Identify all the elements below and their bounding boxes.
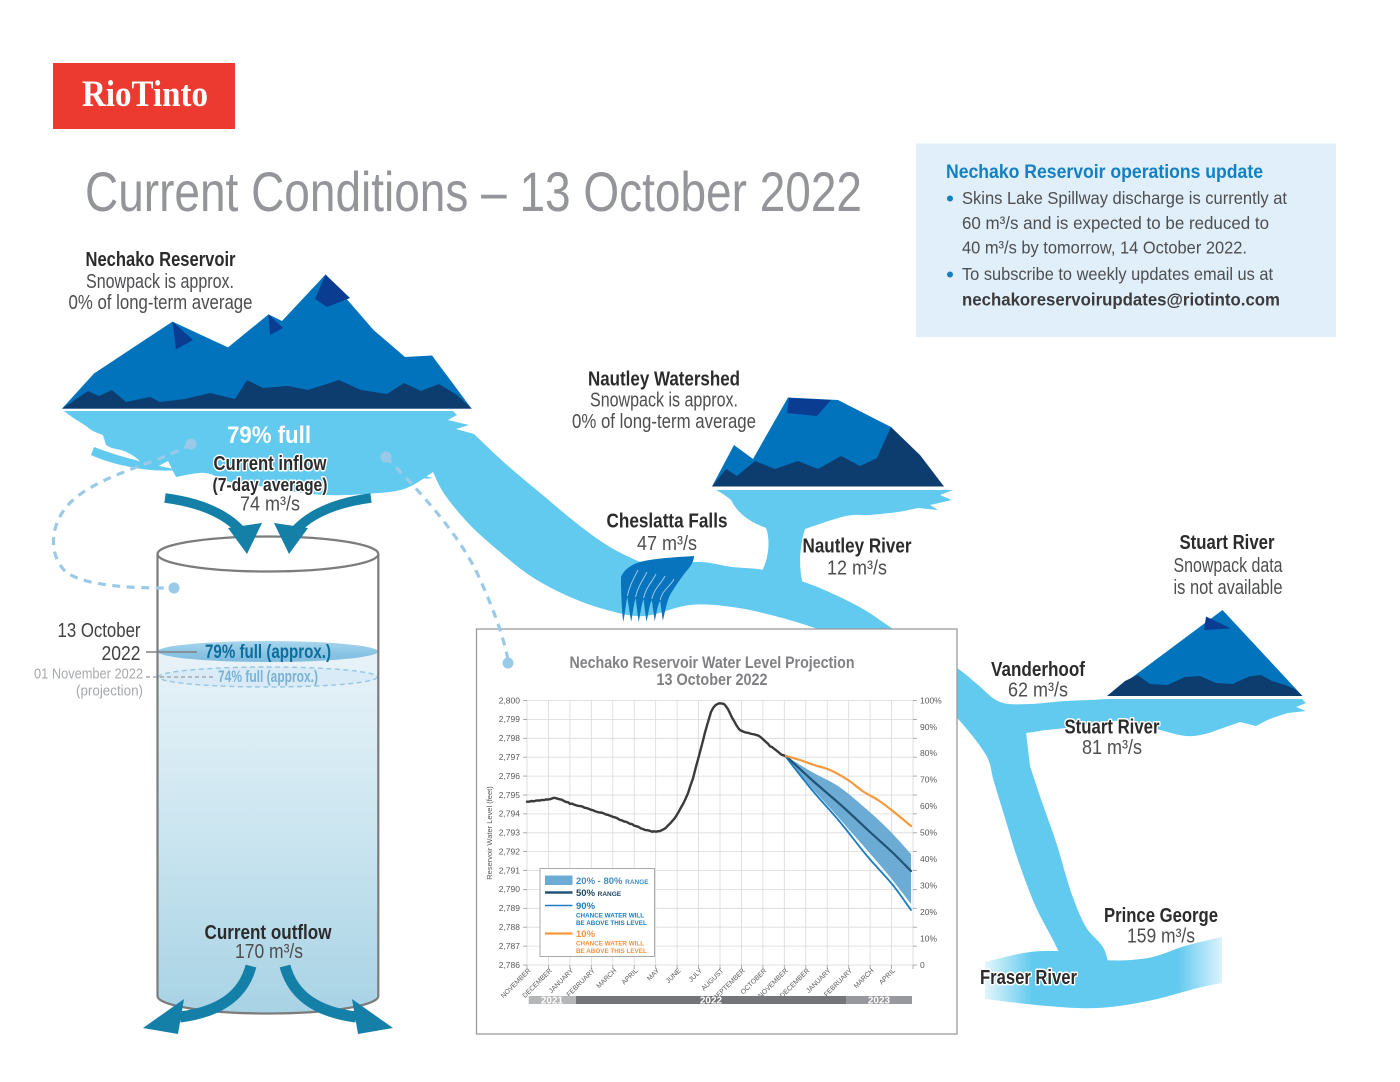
svg-text:2,793: 2,793 — [499, 828, 521, 838]
svg-text:Snowpack is approx.: Snowpack is approx. — [86, 271, 234, 293]
svg-text:40%: 40% — [920, 854, 937, 864]
svg-text:Nautley Watershed: Nautley Watershed — [588, 368, 740, 390]
svg-text:2,800: 2,800 — [499, 695, 521, 705]
svg-text:2,786: 2,786 — [499, 960, 521, 970]
svg-text:Nechako Reservoir Water Level: Nechako Reservoir Water Level Projection — [570, 654, 855, 672]
svg-text:13 October 2022: 13 October 2022 — [657, 671, 768, 689]
svg-text:60 m³/s and is expected to be: 60 m³/s and is expected to be reduced to — [962, 213, 1269, 233]
svg-text:0: 0 — [920, 960, 925, 970]
svg-text:2,796: 2,796 — [499, 771, 521, 781]
svg-text:CHANCE WATER WILL: CHANCE WATER WILL — [576, 941, 644, 948]
svg-text:Nechako Reservoir operations u: Nechako Reservoir operations update — [946, 162, 1263, 183]
svg-text:2023: 2023 — [868, 996, 891, 1007]
svg-text:2,795: 2,795 — [499, 790, 521, 800]
svg-text:159 m³/s: 159 m³/s — [1127, 925, 1195, 947]
svg-text:2,792: 2,792 — [499, 846, 521, 856]
svg-text:2022: 2022 — [700, 996, 723, 1007]
svg-text:2021: 2021 — [541, 996, 564, 1007]
svg-text:Skins Lake Spillway discharge: Skins Lake Spillway discharge is current… — [962, 188, 1287, 208]
svg-text:62 m³/s: 62 m³/s — [1008, 679, 1068, 701]
svg-text:Stuart River: Stuart River — [1065, 717, 1160, 739]
svg-text:2,789: 2,789 — [499, 903, 521, 913]
svg-text:Current inflow: Current inflow — [214, 453, 327, 475]
svg-text:2,794: 2,794 — [499, 809, 521, 819]
svg-text:01 November 2022: 01 November 2022 — [34, 665, 143, 682]
svg-text:2,799: 2,799 — [499, 714, 521, 724]
svg-text:CHANCE WATER WILL: CHANCE WATER WILL — [576, 913, 644, 920]
svg-text:Stuart River: Stuart River — [1180, 532, 1275, 554]
svg-text:10%: 10% — [576, 929, 596, 940]
svg-text:Vanderhoof: Vanderhoof — [991, 659, 1085, 681]
svg-text:Snowpack is approx.: Snowpack is approx. — [590, 390, 738, 412]
svg-text:2,797: 2,797 — [499, 752, 521, 762]
svg-text:2,791: 2,791 — [499, 865, 521, 875]
svg-text:12 m³/s: 12 m³/s — [827, 558, 887, 580]
svg-text:79% full: 79% full — [227, 422, 311, 449]
svg-text:2,790: 2,790 — [499, 884, 521, 894]
svg-text:BE ABOVE THIS LEVEL: BE ABOVE THIS LEVEL — [576, 948, 647, 955]
svg-text:(7-day average): (7-day average) — [213, 475, 328, 495]
svg-text:20% - 80% RANGE: 20% - 80% RANGE — [576, 876, 649, 887]
svg-text:74 m³/s: 74 m³/s — [240, 494, 300, 516]
svg-text:Nautley River: Nautley River — [803, 535, 912, 557]
svg-text:0% of long-term average: 0% of long-term average — [69, 292, 253, 314]
svg-text:10%: 10% — [920, 933, 937, 943]
svg-text:60%: 60% — [920, 801, 937, 811]
svg-text:74% full (approx.): 74% full (approx.) — [218, 668, 318, 686]
svg-text:20%: 20% — [920, 907, 937, 917]
svg-text:(projection): (projection) — [76, 683, 143, 700]
svg-text:90%: 90% — [576, 901, 596, 912]
svg-text:2,787: 2,787 — [499, 941, 521, 951]
svg-text:2,788: 2,788 — [499, 922, 521, 932]
svg-text:To subscribe to weekly updates: To subscribe to weekly updates email us … — [962, 264, 1273, 284]
svg-text:2,798: 2,798 — [499, 733, 521, 743]
svg-text:80%: 80% — [920, 748, 937, 758]
svg-text:81 m³/s: 81 m³/s — [1082, 737, 1142, 759]
svg-text:Current Conditions – 13 Octobe: Current Conditions – 13 October 2022 — [85, 160, 862, 223]
svg-text:79% full (approx.): 79% full (approx.) — [205, 642, 331, 663]
svg-text:BE ABOVE THIS LEVEL: BE ABOVE THIS LEVEL — [576, 920, 647, 927]
svg-text:Reservoir Water Level (feet): Reservoir Water Level (feet) — [485, 786, 494, 880]
svg-text:50% RANGE: 50% RANGE — [576, 888, 622, 899]
svg-text:2022: 2022 — [102, 643, 141, 665]
svg-text:Snowpack data: Snowpack data — [1174, 555, 1284, 577]
svg-text:nechakoreservoirupdates@riotin: nechakoreservoirupdates@riotinto.com — [962, 290, 1280, 310]
svg-text:Cheslatta Falls: Cheslatta Falls — [607, 511, 728, 533]
svg-text:90%: 90% — [920, 722, 937, 732]
svg-text:100%: 100% — [920, 695, 942, 705]
svg-text:50%: 50% — [920, 828, 937, 838]
svg-text:Fraser River: Fraser River — [980, 967, 1077, 989]
svg-text:is not available: is not available — [1174, 577, 1283, 599]
svg-text:Current outflow: Current outflow — [205, 922, 332, 944]
svg-text:0% of long-term average: 0% of long-term average — [572, 411, 756, 433]
svg-text:13 October: 13 October — [58, 620, 141, 642]
svg-text:Nechako Reservoir: Nechako Reservoir — [86, 249, 236, 271]
svg-text:47 m³/s: 47 m³/s — [637, 533, 697, 555]
svg-text:170 m³/s: 170 m³/s — [235, 941, 303, 963]
svg-text:30%: 30% — [920, 880, 937, 890]
svg-text:40 m³/s by tomorrow, 14 Octobe: 40 m³/s by tomorrow, 14 October 2022. — [962, 238, 1247, 258]
svg-text:70%: 70% — [920, 775, 937, 785]
svg-text:RioTinto: RioTinto — [82, 74, 208, 115]
svg-text:Prince George: Prince George — [1104, 905, 1218, 927]
